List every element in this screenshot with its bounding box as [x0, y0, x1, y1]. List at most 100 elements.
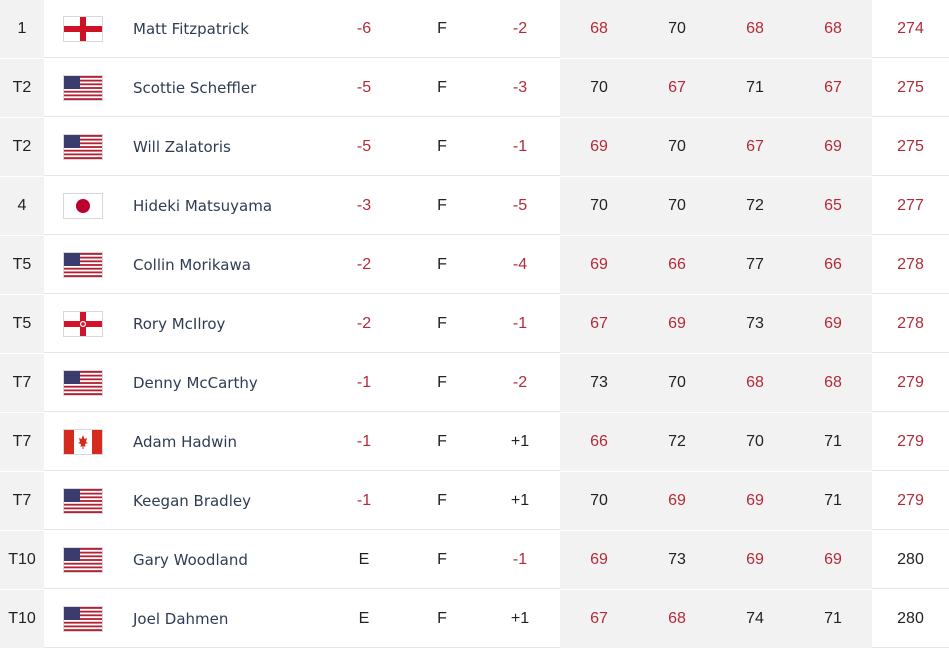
round-4-score: 65	[824, 197, 842, 214]
table-row[interactable]: T5 Collin Morikawa -2 F -4 69 66 77 66 2…	[0, 236, 949, 294]
round-1-score: 69	[590, 256, 608, 273]
round-4-score: 68	[824, 20, 842, 37]
rounds-background	[560, 177, 872, 235]
round-2-score: 66	[668, 256, 686, 273]
rounds-background	[560, 531, 872, 589]
table-row[interactable]: T7 Keegan Bradley -1 F +1 70 69 69 71 27…	[0, 472, 949, 530]
total-score: 280	[897, 610, 924, 627]
position-cell: T2	[0, 59, 44, 117]
total-score: 275	[897, 79, 924, 96]
round-4-score: 71	[824, 492, 842, 509]
thru-status: F	[437, 138, 447, 155]
to-par-score: -2	[356, 256, 372, 273]
player-name[interactable]: Denny McCarthy	[133, 374, 258, 392]
thru-status: F	[437, 492, 447, 509]
total-score: 279	[897, 492, 924, 509]
round-4-score: 71	[824, 610, 842, 627]
round-1-score: 69	[590, 551, 608, 568]
player-name[interactable]: Matt Fitzpatrick	[133, 20, 249, 38]
round-2-score: 67	[668, 79, 686, 96]
player-name[interactable]: Scottie Scheffler	[133, 79, 257, 97]
usa-flag-icon	[63, 134, 103, 160]
position-cell: 1	[0, 0, 44, 58]
usa-flag-icon	[63, 488, 103, 514]
round-2-score: 69	[668, 492, 686, 509]
to-par-score: E	[358, 610, 370, 627]
total-score: 274	[897, 20, 924, 37]
table-row[interactable]: T7 Denny McCarthy -1 F -2 73 70 68 68 27…	[0, 354, 949, 412]
round-2-score: 70	[668, 138, 686, 155]
to-par-score: -1	[356, 433, 372, 450]
round-1-score: 70	[590, 79, 608, 96]
thru-status: F	[437, 79, 447, 96]
round-4-score: 67	[824, 79, 842, 96]
usa-flag-icon	[63, 606, 103, 632]
total-score: 277	[897, 197, 924, 214]
round-3-score: 68	[746, 374, 764, 391]
to-par-score: E	[358, 551, 370, 568]
round-3-score: 77	[746, 256, 764, 273]
table-row[interactable]: T10 Gary Woodland E F -1 69 73 69 69 280	[0, 531, 949, 589]
round-2-score: 73	[668, 551, 686, 568]
total-score: 279	[897, 374, 924, 391]
to-par-score: -2	[356, 315, 372, 332]
today-score: +1	[510, 610, 530, 627]
player-name[interactable]: Collin Morikawa	[133, 256, 251, 274]
table-row[interactable]: T2 Scottie Scheffler -5 F -3 70 67 71 67…	[0, 59, 949, 117]
round-2-score: 70	[668, 197, 686, 214]
to-par-score: -5	[356, 138, 372, 155]
thru-status: F	[437, 20, 447, 37]
today-score: -1	[512, 138, 528, 155]
round-3-score: 69	[746, 492, 764, 509]
player-name[interactable]: Adam Hadwin	[133, 433, 238, 451]
position-cell: T2	[0, 118, 44, 176]
player-name[interactable]: Rory McIlroy	[133, 315, 226, 333]
round-3-score: 71	[746, 79, 764, 96]
round-2-score: 69	[668, 315, 686, 332]
player-name[interactable]: Keegan Bradley	[133, 492, 251, 510]
thru-status: F	[437, 315, 447, 332]
today-score: -1	[512, 551, 528, 568]
rounds-background	[560, 472, 872, 530]
table-row[interactable]: T5 Rory McIlroy -2 F -1 67 69 73 69 278	[0, 295, 949, 353]
round-1-score: 66	[590, 433, 608, 450]
rounds-background	[560, 59, 872, 117]
table-row[interactable]: T2 Will Zalatoris -5 F -1 69 70 67 69 27…	[0, 118, 949, 176]
japan-flag-icon	[63, 193, 103, 219]
round-1-score: 70	[590, 197, 608, 214]
total-score: 278	[897, 256, 924, 273]
position-cell: T7	[0, 472, 44, 530]
today-score: +1	[510, 433, 530, 450]
total-score: 279	[897, 433, 924, 450]
round-3-score: 67	[746, 138, 764, 155]
player-name[interactable]: Joel Dahmen	[133, 610, 229, 628]
table-row[interactable]: 4 Hideki Matsuyama -3 F -5 70 70 72 65 2…	[0, 177, 949, 235]
player-name[interactable]: Hideki Matsuyama	[133, 197, 273, 215]
table-row[interactable]: 1 Matt Fitzpatrick -6 F -2 68 70 68 68 2…	[0, 0, 949, 58]
round-3-score: 70	[746, 433, 764, 450]
position-cell: 4	[0, 177, 44, 235]
table-row[interactable]: T10 Joel Dahmen E F +1 67 68 74 71 280	[0, 590, 949, 648]
to-par-score: -1	[356, 492, 372, 509]
to-par-score: -3	[356, 197, 372, 214]
today-score: -1	[512, 315, 528, 332]
rounds-background	[560, 0, 872, 58]
player-name[interactable]: Will Zalatoris	[133, 138, 231, 156]
today-score: +1	[510, 492, 530, 509]
round-4-score: 71	[824, 433, 842, 450]
round-4-score: 66	[824, 256, 842, 273]
round-1-score: 69	[590, 138, 608, 155]
rounds-background	[560, 118, 872, 176]
position-cell: T10	[0, 590, 44, 648]
thru-status: F	[437, 256, 447, 273]
round-3-score: 74	[746, 610, 764, 627]
today-score: -3	[512, 79, 528, 96]
usa-flag-icon	[63, 547, 103, 573]
table-row[interactable]: T7 Adam Hadwin -1 F +1 66 72 70 71 279	[0, 413, 949, 471]
player-name[interactable]: Gary Woodland	[133, 551, 248, 569]
usa-flag-icon	[63, 75, 103, 101]
round-3-score: 72	[746, 197, 764, 214]
round-4-score: 69	[824, 138, 842, 155]
total-score: 275	[897, 138, 924, 155]
